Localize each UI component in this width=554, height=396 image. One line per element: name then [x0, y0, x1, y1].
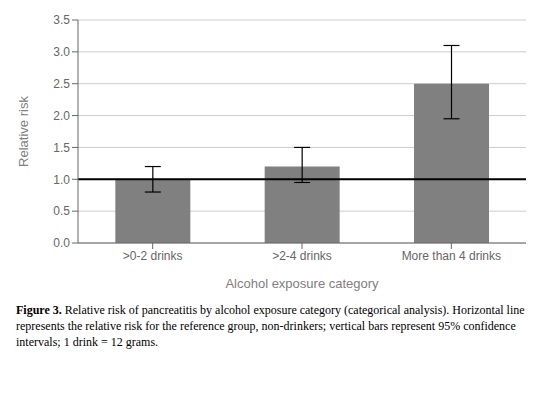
- svg-text:0.0: 0.0: [53, 236, 70, 250]
- svg-text:>2-4 drinks: >2-4 drinks: [272, 249, 332, 263]
- svg-text:2.5: 2.5: [53, 77, 70, 91]
- svg-text:1.0: 1.0: [53, 173, 70, 187]
- svg-text:2.0: 2.0: [53, 109, 70, 123]
- svg-text:1.5: 1.5: [53, 141, 70, 155]
- html-text:Figure 3. Relative risk of pan: Figure 3. Relative risk of pancreatitis …: [16, 303, 525, 350]
- svg-text:0.5: 0.5: [53, 204, 70, 218]
- svg-text:More than 4 drinks: More than 4 drinks: [402, 249, 501, 263]
- svg-text:>0-2 drinks: >0-2 drinks: [123, 249, 183, 263]
- svg-text:Relative risk: Relative risk: [16, 96, 31, 167]
- svg-text:3.5: 3.5: [53, 13, 70, 27]
- svg-text:Alcohol exposure category: Alcohol exposure category: [225, 276, 379, 291]
- svg-text:3.0: 3.0: [53, 45, 70, 59]
